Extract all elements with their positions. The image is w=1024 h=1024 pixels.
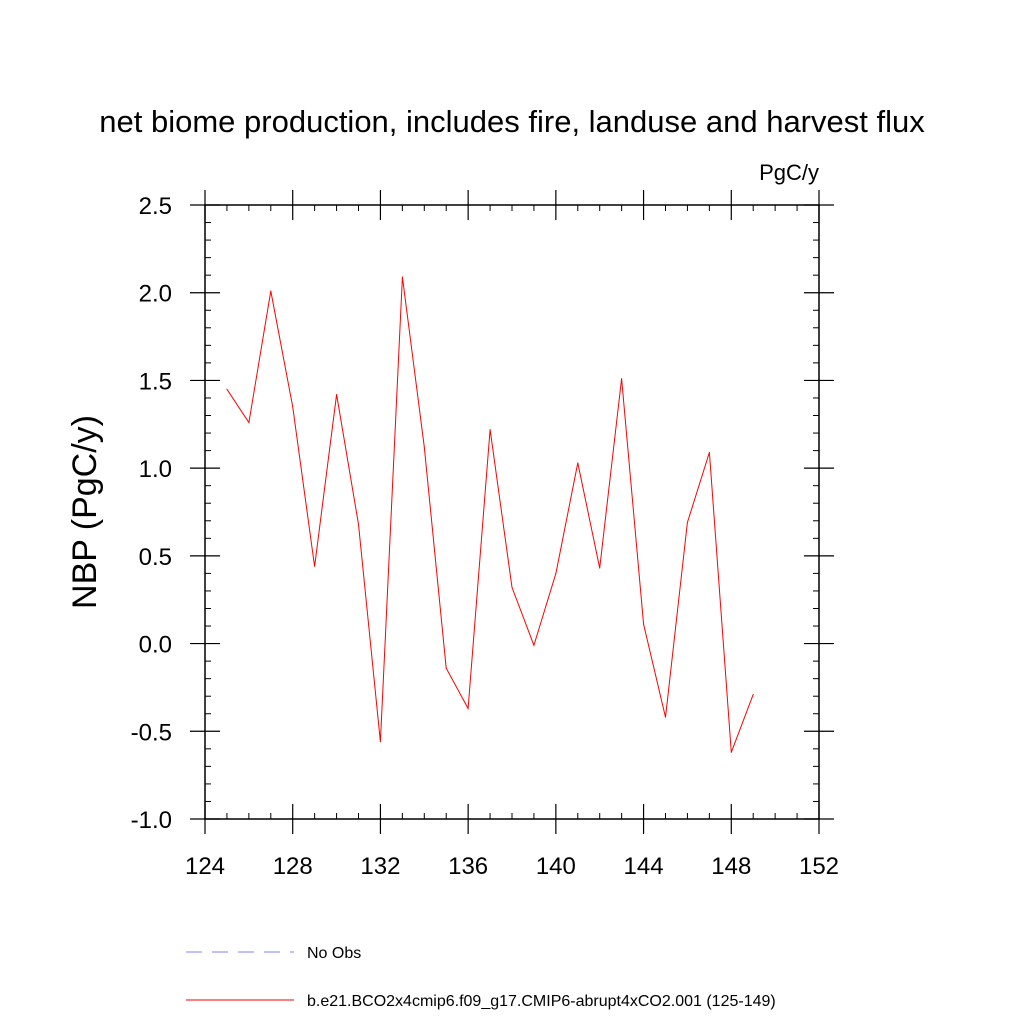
data-point bbox=[665, 716, 666, 718]
y-tick-label: 1.0 bbox=[139, 456, 172, 483]
data-point bbox=[226, 388, 228, 390]
data-point bbox=[401, 276, 403, 278]
data-point bbox=[358, 523, 359, 525]
data-point bbox=[533, 644, 535, 646]
data-point bbox=[621, 378, 623, 380]
data-point bbox=[752, 693, 754, 695]
y-axis-label: NBP (PgC/y) bbox=[66, 415, 104, 609]
series-layer bbox=[226, 276, 754, 753]
y-tick-label: 2.0 bbox=[139, 281, 172, 308]
units-label: PgC/y bbox=[759, 160, 819, 185]
x-tick-label: 124 bbox=[185, 853, 225, 880]
chart-title: net biome production, includes fire, lan… bbox=[99, 104, 925, 139]
axis-tick-labels: 124 128 132 136 140 144 148 152 -1.0 -0.5 0.0 0.5 1.… bbox=[131, 193, 839, 880]
x-tick-label: 152 bbox=[799, 853, 839, 880]
x-tick-label: 128 bbox=[273, 853, 313, 880]
x-tick-label: 132 bbox=[360, 853, 400, 880]
x-tick-label: 144 bbox=[624, 853, 664, 880]
data-point bbox=[292, 406, 294, 408]
y-tick-label: 0.0 bbox=[139, 632, 172, 659]
data-point bbox=[270, 290, 272, 292]
data-point bbox=[708, 451, 710, 453]
data-point bbox=[555, 572, 557, 574]
data-point bbox=[686, 522, 688, 524]
legend: No Obs b.e21.BCO2x4cmip6.f09_g17.CMIP6-ab… bbox=[186, 945, 776, 1010]
data-point bbox=[599, 567, 601, 569]
x-tick-label: 148 bbox=[711, 853, 751, 880]
y-tick-label: 2.5 bbox=[139, 193, 172, 220]
data-point bbox=[511, 586, 513, 588]
data-point bbox=[445, 667, 447, 669]
data-point bbox=[423, 446, 425, 448]
data-point bbox=[730, 751, 732, 753]
x-tick-label: 140 bbox=[536, 853, 576, 880]
legend-label: b.e21.BCO2x4cmip6.f09_g17.CMIP6-abrupt4x… bbox=[307, 993, 776, 1010]
y-tick-label: -0.5 bbox=[131, 719, 172, 746]
y-tick-label: 1.5 bbox=[139, 368, 172, 395]
data-point bbox=[643, 623, 645, 625]
data-point bbox=[577, 462, 579, 464]
data-point bbox=[489, 429, 491, 431]
series-line bbox=[226, 276, 754, 753]
data-point bbox=[379, 741, 381, 743]
data-point bbox=[248, 422, 250, 424]
y-tick-label: 0.5 bbox=[139, 544, 172, 571]
data-point bbox=[314, 565, 316, 567]
legend-label: No Obs bbox=[307, 945, 361, 962]
x-tick-label: 136 bbox=[448, 853, 488, 880]
data-point bbox=[336, 393, 338, 395]
plot-frame bbox=[204, 204, 820, 820]
y-tick-label: -1.0 bbox=[131, 807, 172, 834]
data-point bbox=[467, 707, 469, 709]
